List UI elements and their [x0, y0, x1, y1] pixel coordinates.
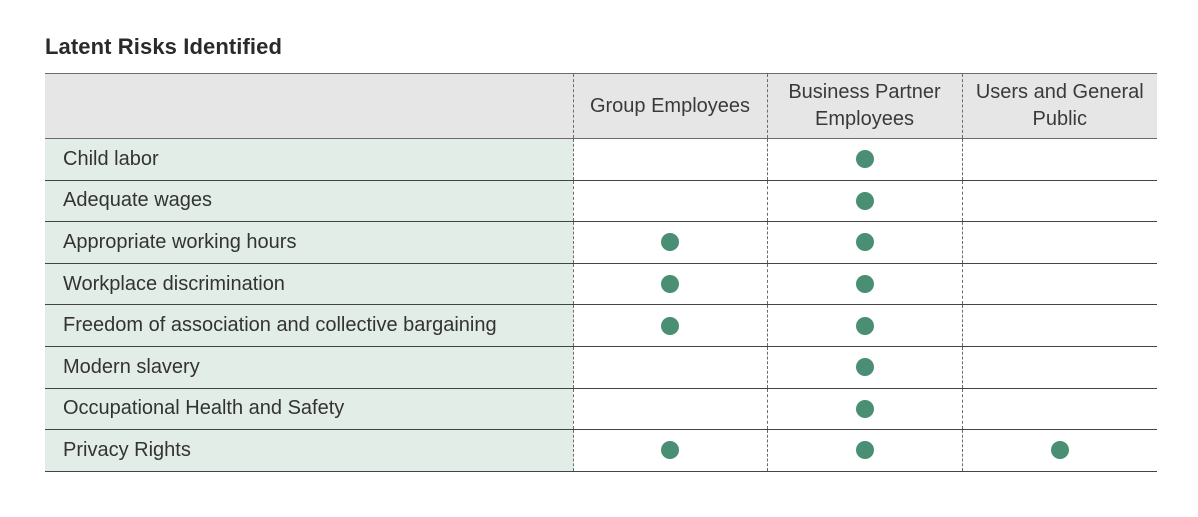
filled-circle-icon — [855, 233, 874, 252]
risk-cell — [962, 346, 1157, 389]
filled-circle-icon — [661, 316, 679, 335]
risk-cell — [767, 263, 963, 306]
filled-circle-icon — [661, 441, 679, 460]
filled-circle-icon — [661, 274, 679, 293]
risk-cell — [962, 221, 1157, 264]
risk-cell — [962, 180, 1157, 223]
filled-circle-icon — [661, 233, 679, 252]
header-group-employees: Group Employees — [573, 73, 768, 139]
risk-cell — [573, 346, 768, 389]
risk-label: Privacy Rights — [45, 429, 574, 472]
table-row: Workplace discrimination — [45, 263, 1157, 306]
table-row: Freedom of association and collective ba… — [45, 304, 1157, 347]
risk-cell — [962, 263, 1157, 306]
risk-label: Occupational Health and Safety — [45, 388, 574, 431]
header-users-general-public: Users and General Public — [962, 73, 1157, 139]
filled-circle-icon — [855, 441, 874, 460]
risk-cell — [767, 221, 963, 264]
risk-cell — [767, 180, 963, 223]
table-row: Modern slavery — [45, 346, 1157, 389]
risk-cell — [573, 221, 768, 264]
risk-cell — [767, 304, 963, 347]
risk-cell — [573, 180, 768, 223]
table-row: Appropriate working hours — [45, 221, 1157, 264]
risk-cell — [767, 388, 963, 431]
filled-circle-icon — [855, 191, 874, 210]
filled-circle-icon — [855, 274, 874, 293]
risk-cell — [962, 304, 1157, 347]
header-risk-column — [45, 73, 574, 139]
risk-cell — [767, 138, 963, 181]
risk-cell — [573, 263, 768, 306]
table-row: Privacy Rights — [45, 429, 1157, 472]
risk-cell — [573, 429, 768, 472]
table-row: Occupational Health and Safety — [45, 388, 1157, 431]
filled-circle-icon — [855, 399, 874, 418]
risk-label: Modern slavery — [45, 346, 574, 389]
risk-cell — [573, 388, 768, 431]
filled-circle-icon — [1050, 441, 1069, 460]
filled-circle-icon — [855, 150, 874, 169]
header-business-partner-employees: Business Partner Employees — [767, 73, 963, 139]
risk-label: Adequate wages — [45, 180, 574, 223]
table-body: Child labor Adequate wages Appropriate wor… — [45, 138, 1157, 472]
page-title: Latent Risks Identified — [45, 34, 283, 59]
table-row: Child labor — [45, 138, 1157, 181]
risk-matrix-table: Group Employees Business Partner Employe… — [45, 73, 1157, 472]
table-header-row: Group Employees Business Partner Employe… — [45, 73, 1157, 139]
filled-circle-icon — [855, 358, 874, 377]
risk-cell — [962, 138, 1157, 181]
filled-circle-icon — [855, 316, 874, 335]
risk-label: Appropriate working hours — [45, 221, 574, 264]
risk-cell — [767, 346, 963, 389]
risk-label: Child labor — [45, 138, 574, 181]
risk-label: Workplace discrimination — [45, 263, 574, 306]
risk-cell — [573, 304, 768, 347]
risk-cell — [573, 138, 768, 181]
risk-label: Freedom of association and collective ba… — [45, 304, 574, 347]
risk-cell — [767, 429, 963, 472]
table-row: Adequate wages — [45, 180, 1157, 223]
risk-cell — [962, 429, 1157, 472]
risk-cell — [962, 388, 1157, 431]
